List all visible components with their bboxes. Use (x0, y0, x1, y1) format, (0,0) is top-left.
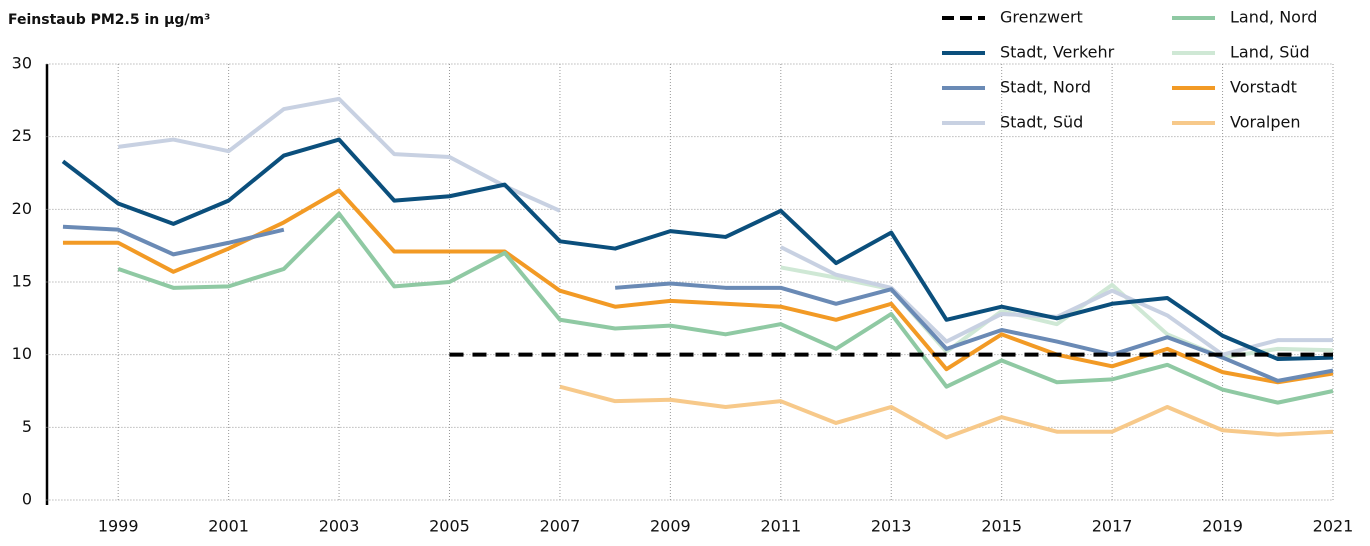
x-tick-label: 2001 (208, 517, 249, 536)
y-tick-label: 0 (22, 490, 32, 509)
y-tick-label: 30 (12, 54, 32, 73)
y-tick-label: 10 (12, 344, 32, 363)
legend-label: Stadt, Verkehr (1000, 43, 1115, 62)
legend-label: Land, Süd (1230, 43, 1310, 62)
series-line (117, 96, 1333, 357)
y-tick-label: 5 (22, 417, 32, 436)
x-tick-label: 1999 (98, 517, 139, 536)
x-tick-label: 2011 (760, 517, 801, 536)
x-tick-label: 2003 (319, 517, 360, 536)
series-line (559, 384, 1334, 440)
legend-label: Land, Nord (1230, 8, 1317, 27)
y-tick-label: 15 (12, 272, 32, 291)
x-tick-label: 2017 (1092, 517, 1133, 536)
x-tick-label: 2005 (429, 517, 470, 536)
x-tick-label: 2021 (1313, 517, 1354, 536)
series-line (62, 188, 1334, 385)
x-tick-label: 2019 (1202, 517, 1243, 536)
x-tick-label: 2009 (650, 517, 691, 536)
legend-label: Stadt, Süd (1000, 113, 1083, 132)
legend-label: Grenzwert (1000, 8, 1083, 27)
chart-title: Feinstaub PM2.5 in µg/m³ (8, 12, 210, 28)
legend-label: Vorstadt (1230, 78, 1297, 97)
legend-label: Voralpen (1230, 113, 1300, 132)
y-tick-label: 25 (12, 126, 32, 145)
series-line (117, 211, 1334, 405)
x-tick-label: 2007 (540, 517, 581, 536)
y-tick-label: 20 (12, 199, 32, 218)
x-tick-label: 2015 (981, 517, 1022, 536)
series-line (61, 137, 1334, 362)
x-tick-label: 2013 (871, 517, 912, 536)
legend-label: Stadt, Nord (1000, 78, 1091, 97)
